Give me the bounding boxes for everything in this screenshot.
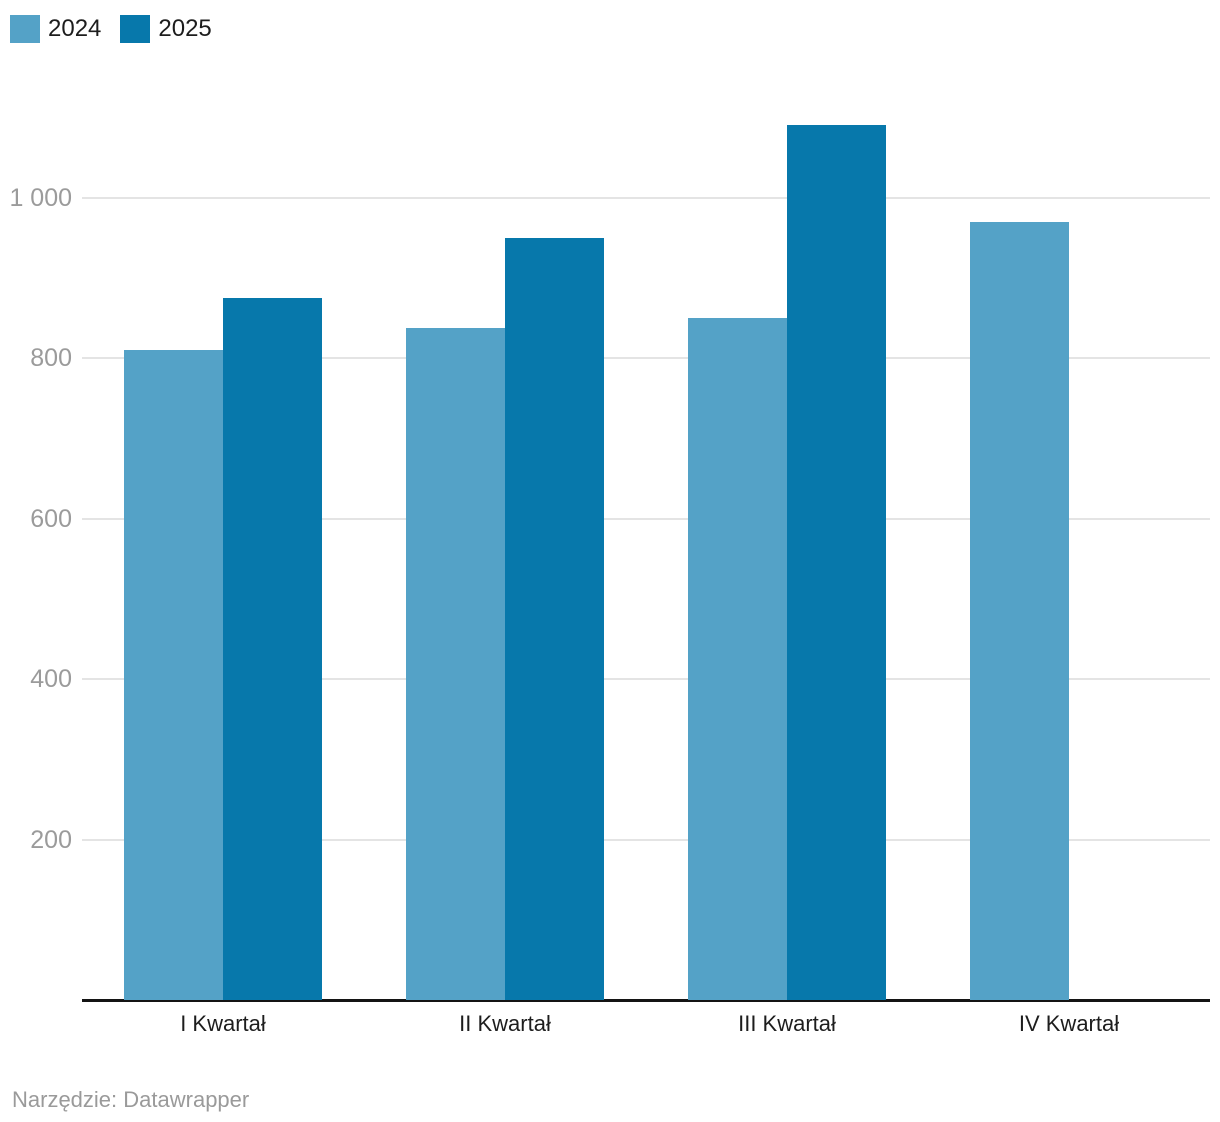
y-tick-label-600: 600 [30, 504, 72, 533]
bar-2025-kwartal-1[interactable] [223, 297, 322, 1000]
gridline-1000 [82, 196, 1210, 199]
footer-attribution: Narzędzie: Datawrapper [12, 1087, 250, 1112]
bar-2025-kwartal-3[interactable] [787, 125, 886, 1000]
legend-item-2025: 2025 [120, 15, 212, 43]
y-tick-label-800: 800 [30, 344, 72, 372]
x-category-label-1: I Kwartał [180, 1011, 266, 1036]
legend: 2024 2025 [10, 15, 212, 43]
x-axis-line [82, 999, 1210, 1002]
legend-swatch-2024-icon [10, 15, 40, 43]
legend-label-2025: 2025 [158, 15, 212, 42]
gridline-200 [82, 838, 1210, 841]
bar-2024-kwartal-3[interactable] [688, 317, 787, 1000]
y-tick-label-400: 400 [30, 665, 72, 693]
bar-2024-kwartal-2[interactable] [406, 327, 505, 1000]
gridline-800 [82, 357, 1210, 359]
legend-swatch-2025-icon [120, 15, 151, 43]
x-category-label-3: III Kwartał [738, 1011, 836, 1036]
gridline-600 [82, 517, 1210, 520]
gridline-400 [82, 678, 1210, 680]
bar-2025-kwartal-2[interactable] [505, 237, 604, 1000]
bar-2024-kwartal-1[interactable] [124, 349, 223, 1000]
y-tick-label-1000: 1 000 [9, 183, 72, 212]
legend-label-2024: 2024 [48, 15, 102, 42]
x-category-label-2: II Kwartał [459, 1011, 551, 1036]
legend-item-2024: 2024 [10, 15, 101, 43]
x-category-label-4: IV Kwartał [1018, 1011, 1120, 1036]
y-tick-label-200: 200 [30, 825, 72, 854]
bar-2024-kwartal-4[interactable] [970, 221, 1069, 1000]
